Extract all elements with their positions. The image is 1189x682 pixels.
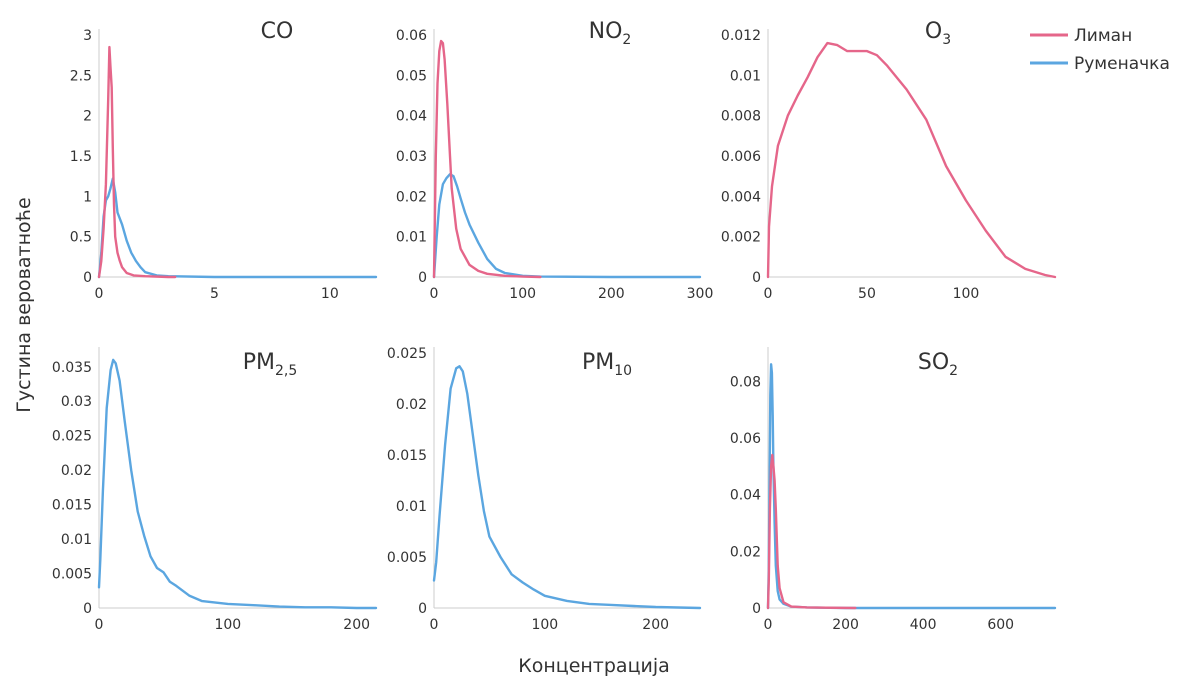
panel-title-main: PM xyxy=(243,350,275,375)
x-tick-label: 200 xyxy=(832,617,859,633)
series-line xyxy=(766,363,1057,610)
panel-6: 0 0.02 0.04 0.06 0.08 0 200 400 600 SO2 xyxy=(730,347,1057,633)
y-tick-label: 0.005 xyxy=(387,550,427,566)
panel-title: CO xyxy=(261,19,294,44)
x-tick-label: 0 xyxy=(764,286,773,302)
legend-label-rumenacka: Руменачка xyxy=(1074,54,1170,74)
panel-3: 0 0.002 0.004 0.006 0.008 0.01 0.012 0 50 100 O3 xyxy=(721,19,1057,302)
y-tick-label: 0.01 xyxy=(396,499,427,515)
panel-title-main: SO xyxy=(918,350,949,375)
x-tick-label: 0 xyxy=(764,617,773,633)
y-tick-label: 0 xyxy=(418,270,427,286)
panel-title-sub: 3 xyxy=(942,32,951,48)
y-tick-label: 0.012 xyxy=(721,28,761,44)
y-tick-label: 3 xyxy=(83,28,92,44)
panel-title-main: CO xyxy=(261,19,294,44)
panel-title: O3 xyxy=(925,19,951,48)
panel-title-sub: 2 xyxy=(949,363,958,379)
y-tick-label: 0.01 xyxy=(730,68,761,84)
x-tick-label: 100 xyxy=(214,617,241,633)
y-tick-label: 0.02 xyxy=(396,189,427,205)
y-tick-label: 0 xyxy=(83,270,92,286)
y-tick-label: 0.02 xyxy=(730,544,761,560)
y-tick-label: 0.03 xyxy=(61,394,92,410)
series-line xyxy=(766,453,857,610)
y-tick-label: 0.03 xyxy=(396,149,427,165)
y-tick-label: 0 xyxy=(83,601,92,617)
series-line xyxy=(97,45,177,279)
y-tick-label: 0.01 xyxy=(61,532,92,548)
y-tick-label: 0.01 xyxy=(396,230,427,246)
panel-title-sub: 2 xyxy=(622,32,631,48)
x-tick-label: 200 xyxy=(598,286,625,302)
series-line xyxy=(432,39,542,279)
panel-title-main: NO xyxy=(589,19,623,44)
x-tick-label: 100 xyxy=(953,286,980,302)
y-tick-label: 0.5 xyxy=(70,230,92,246)
legend: Лиман Руменачка xyxy=(1030,26,1170,74)
x-axis-label: Концентрација xyxy=(518,655,670,677)
y-tick-label: 2.5 xyxy=(70,68,92,84)
x-tick-label: 5 xyxy=(210,286,219,302)
series-line xyxy=(766,41,1057,279)
panel-title-sub: 2,5 xyxy=(275,363,297,379)
x-tick-label: 0 xyxy=(95,286,104,302)
panel-title: NO2 xyxy=(589,19,632,48)
panel-title: SO2 xyxy=(918,350,958,379)
x-tick-label: 0 xyxy=(430,286,439,302)
y-tick-label: 0.06 xyxy=(730,431,761,447)
panel-title-main: O xyxy=(925,19,942,44)
panel-title: PM2,5 xyxy=(243,350,298,379)
series-line xyxy=(97,358,378,610)
x-tick-label: 300 xyxy=(687,286,714,302)
y-tick-label: 0.035 xyxy=(52,360,92,376)
series-line xyxy=(432,365,702,610)
y-tick-label: 0.02 xyxy=(396,397,427,413)
y-tick-label: 2 xyxy=(83,109,92,125)
panel-5: 0 0.005 0.01 0.015 0.02 0.025 0 100 200 PM10 xyxy=(387,346,702,633)
y-tick-label: 0 xyxy=(418,601,427,617)
y-tick-label: 0.04 xyxy=(730,488,761,504)
y-tick-label: 0.006 xyxy=(721,149,761,165)
y-tick-label: 0.015 xyxy=(387,448,427,464)
x-tick-label: 600 xyxy=(987,617,1014,633)
panel-1: 0 0.5 1 1.5 2 2.5 3 0 5 10 CO xyxy=(70,19,378,302)
x-tick-label: 0 xyxy=(95,617,104,633)
x-tick-label: 200 xyxy=(642,617,669,633)
y-tick-label: 0.004 xyxy=(721,189,761,205)
y-tick-label: 0.08 xyxy=(730,374,761,390)
legend-label-liman: Лиман xyxy=(1074,26,1132,46)
x-tick-label: 50 xyxy=(858,286,876,302)
series-line xyxy=(97,177,378,279)
y-tick-label: 0.06 xyxy=(396,28,427,44)
x-tick-label: 200 xyxy=(343,617,370,633)
y-axis-label: Густина вероватноће xyxy=(13,197,35,412)
y-tick-label: 0.04 xyxy=(396,109,427,125)
y-tick-label: 0.02 xyxy=(61,463,92,479)
series-line xyxy=(432,173,702,279)
x-tick-label: 100 xyxy=(531,617,558,633)
y-tick-label: 0.005 xyxy=(52,567,92,583)
x-tick-label: 10 xyxy=(321,286,339,302)
y-tick-label: 0.008 xyxy=(721,109,761,125)
y-tick-label: 0.015 xyxy=(52,498,92,514)
panel-2: 0 0.01 0.02 0.03 0.04 0.05 0.06 0 100 200 300 NO2 xyxy=(396,19,714,302)
panel-4: 0 0.005 0.01 0.015 0.02 0.025 0.03 0.035 0 100 200… xyxy=(52,347,378,633)
y-tick-label: 0 xyxy=(752,270,761,286)
x-tick-label: 400 xyxy=(910,617,937,633)
panel-title: PM10 xyxy=(582,350,632,379)
panels: 0 0.5 1 1.5 2 2.5 3 0 5 10 CO 0 0.01 0.02 0.03 0.04 0.05… xyxy=(52,19,1057,633)
y-tick-label: 1.5 xyxy=(70,149,92,165)
y-tick-label: 0.025 xyxy=(52,429,92,445)
y-tick-label: 0.002 xyxy=(721,230,761,246)
y-tick-label: 0.05 xyxy=(396,68,427,84)
y-tick-label: 1 xyxy=(83,189,92,205)
y-tick-label: 0 xyxy=(752,601,761,617)
panel-title-sub: 10 xyxy=(614,363,632,379)
x-tick-label: 0 xyxy=(430,617,439,633)
y-tick-label: 0.025 xyxy=(387,346,427,362)
panel-title-main: PM xyxy=(582,350,614,375)
x-tick-label: 100 xyxy=(509,286,536,302)
